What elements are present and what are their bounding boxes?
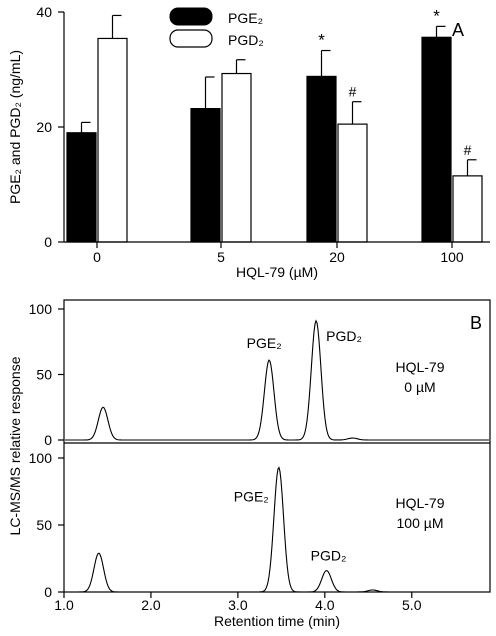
legend-label-pge2: PGE₂ xyxy=(228,10,263,26)
bar-pge2 xyxy=(306,75,337,243)
x-axis-label-b: Retention time (min) xyxy=(214,613,340,629)
x-tick-label: 100 xyxy=(440,249,464,265)
significance-marker: * xyxy=(318,31,325,50)
y-tick-label: 40 xyxy=(36,4,52,20)
bar-pgd2 xyxy=(221,72,252,243)
legend-swatch-pge2 xyxy=(169,7,213,26)
y-tick-label: 100 xyxy=(29,301,53,317)
x-tick-label: 4.0 xyxy=(315,597,335,613)
chromatogram-traces: PGE₂ PGD₂ PGE₂ PGD₂ xyxy=(65,319,489,593)
y-tick-label: 20 xyxy=(36,119,52,135)
significance-marker: * xyxy=(433,6,440,25)
legend-label-pgd2: PGD₂ xyxy=(228,32,264,48)
y-tick-label: 0 xyxy=(44,432,52,448)
x-axis-label: HQL-79 (µM) xyxy=(236,264,318,280)
condition-label-top-line2: 0 µM xyxy=(404,379,435,395)
panel-label-a: A xyxy=(452,20,464,40)
y-tick-label: 0 xyxy=(44,234,52,250)
x-tick-label: 5 xyxy=(217,249,225,265)
condition-label-top-line1: HQL-79 xyxy=(395,359,444,375)
x-tick-label: 1.0 xyxy=(54,597,74,613)
y-axis-label: PGE₂ and PGD₂ (ng/mL) xyxy=(7,50,23,204)
chromatogram-trace xyxy=(65,319,489,441)
significance-marker: # xyxy=(464,142,472,158)
bar-pgd2 xyxy=(97,37,128,243)
x-tick-labels: 0 5 20 100 xyxy=(93,242,464,265)
condition-label-bottom-line2: 100 µM xyxy=(397,515,444,531)
peak-label: PGE₂ xyxy=(247,335,282,351)
significance-marker: # xyxy=(349,84,357,100)
condition-label-bottom-line1: HQL-79 xyxy=(395,495,444,511)
y-tick-label: 0 xyxy=(44,584,52,600)
panel-b: PGE₂ PGD₂ PGE₂ PGD₂ 0 50 100 0 50 100 1.0 2.0 3.0 4.… xyxy=(7,299,491,629)
x-tick-label: 2.0 xyxy=(141,597,161,613)
bar-pge2 xyxy=(190,107,221,243)
panel-a: * # * # 0 20 40 0 5 20 100 PGE₂ and PGD₂ (ng/mL)… xyxy=(7,4,490,280)
y-tick-label: 100 xyxy=(29,450,53,466)
y-tick-label: 50 xyxy=(36,517,52,533)
legend: PGE₂ PGD₂ xyxy=(169,7,264,48)
y-tick-labels: 0 20 40 xyxy=(36,4,64,250)
chromatogram-trace xyxy=(65,466,489,593)
x-tick-label: 3.0 xyxy=(228,597,248,613)
peak-label: PGD₂ xyxy=(311,548,347,564)
bar-pgd2 xyxy=(452,175,483,243)
y-axis-label-b: LC-MS/MS relative response xyxy=(7,356,23,535)
x-tick-label: 20 xyxy=(329,249,345,265)
x-tick-label: 0 xyxy=(93,249,101,265)
panel-label-b: B xyxy=(470,313,482,333)
bar-pge2 xyxy=(66,132,97,243)
bar-pgd2 xyxy=(337,123,368,243)
peak-label: PGD₂ xyxy=(326,328,362,344)
peak-label: PGE₂ xyxy=(234,488,269,504)
legend-swatch-pgd2 xyxy=(169,29,213,48)
bar-plot-area: * # * # xyxy=(66,6,483,243)
chromatogram-frame xyxy=(63,299,491,593)
bar-pge2 xyxy=(421,36,452,243)
chromatogram-ticks: 0 50 100 0 50 100 1.0 2.0 3.0 4.0 5.0 xyxy=(29,301,422,613)
x-tick-label: 5.0 xyxy=(402,597,422,613)
y-tick-label: 50 xyxy=(36,367,52,383)
